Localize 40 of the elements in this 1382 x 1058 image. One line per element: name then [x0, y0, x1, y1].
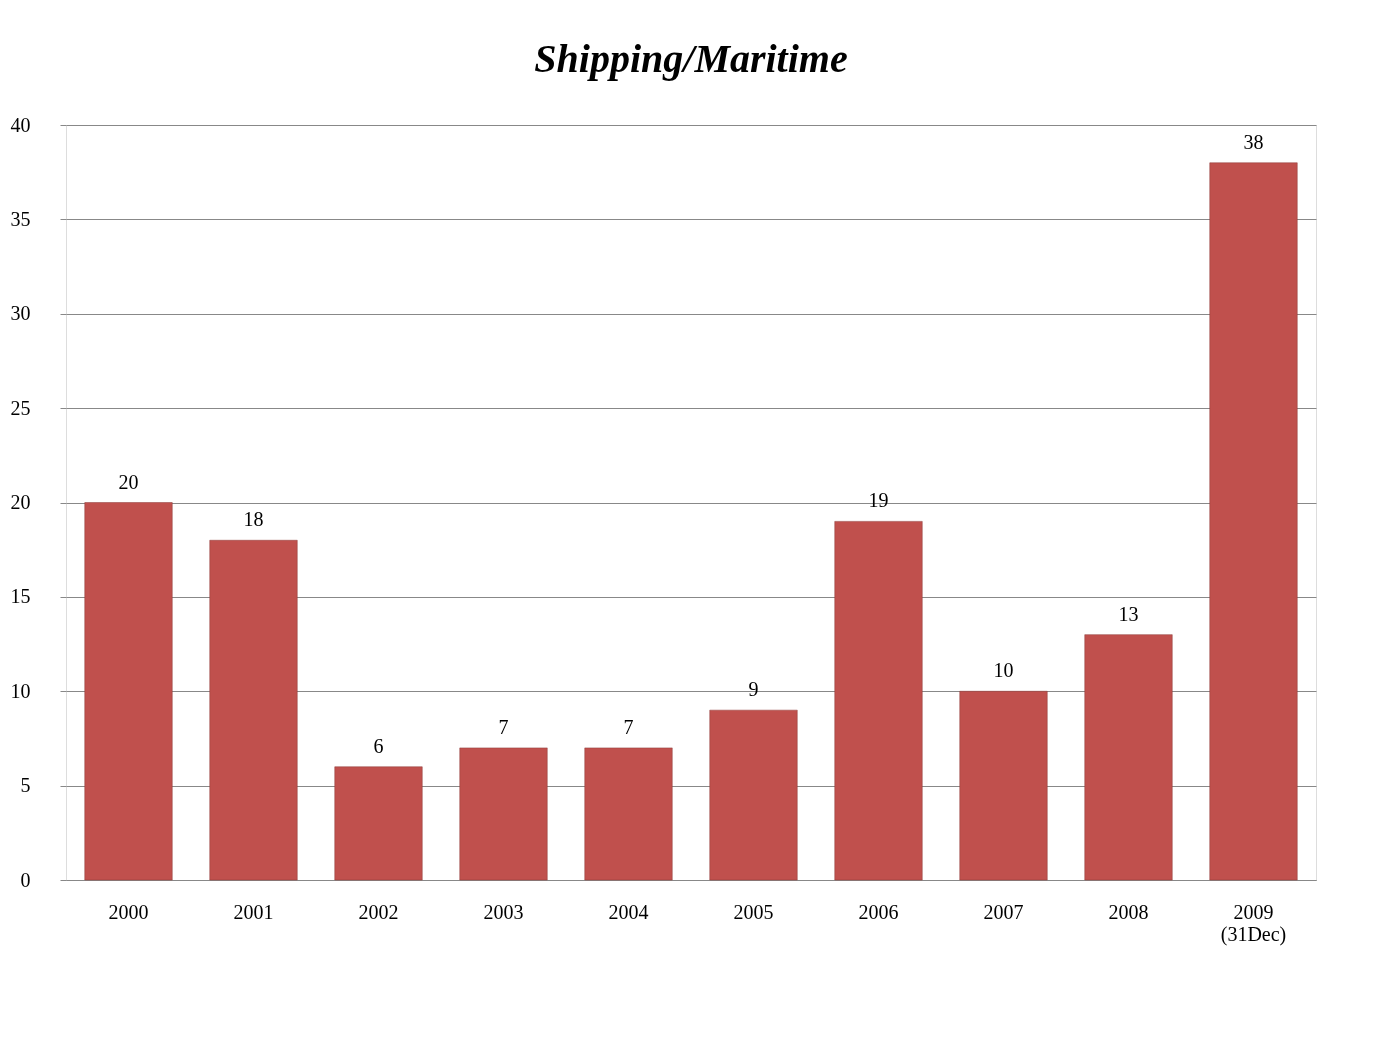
data-label: 7 [498, 715, 509, 738]
bar [1084, 634, 1173, 881]
bar [584, 747, 673, 881]
x-tick-label: 2004 [608, 900, 649, 923]
bar [1209, 162, 1298, 881]
y-tick-label: 30 [10, 302, 31, 325]
x-tick-label: 2000 [108, 900, 149, 923]
y-tick-label: 20 [10, 491, 31, 513]
y-tick-label: 0 [20, 868, 31, 891]
data-label: 38 [1243, 130, 1264, 153]
bar [709, 709, 798, 881]
bar [84, 502, 173, 881]
bar [459, 747, 548, 881]
y-tick-label: 40 [10, 113, 31, 136]
data-label: 7 [623, 715, 634, 738]
y-tick-label: 10 [10, 679, 31, 702]
x-tick-label: 2002 [358, 900, 399, 923]
data-label: 6 [373, 734, 384, 757]
y-tick-label: 5 [20, 774, 31, 797]
data-label: 20 [118, 470, 139, 493]
y-tick-label: 25 [10, 396, 31, 419]
data-label: 18 [243, 508, 264, 531]
bar [209, 540, 298, 881]
data-label: 9 [748, 678, 759, 701]
bar [959, 691, 1048, 881]
x-tick-label: 2006 [858, 900, 899, 923]
x-tick-label: 2001 [233, 900, 274, 923]
chart-title: Shipping/Maritime [534, 36, 848, 81]
data-label: 19 [868, 489, 889, 512]
data-label: 10 [993, 659, 1014, 682]
x-tick-label: 2007 [983, 900, 1024, 923]
x-tick-label: 2005 [733, 900, 774, 923]
data-label: 13 [1118, 602, 1139, 625]
x-tick-label: 2009 (31Dec) [1220, 900, 1287, 946]
x-tick-label: 2008 [1108, 900, 1149, 923]
x-tick-label: 2003 [483, 900, 524, 923]
bar [834, 521, 923, 881]
y-tick-label: 15 [10, 585, 31, 608]
y-tick-label: 35 [10, 207, 31, 230]
bar [334, 766, 423, 881]
